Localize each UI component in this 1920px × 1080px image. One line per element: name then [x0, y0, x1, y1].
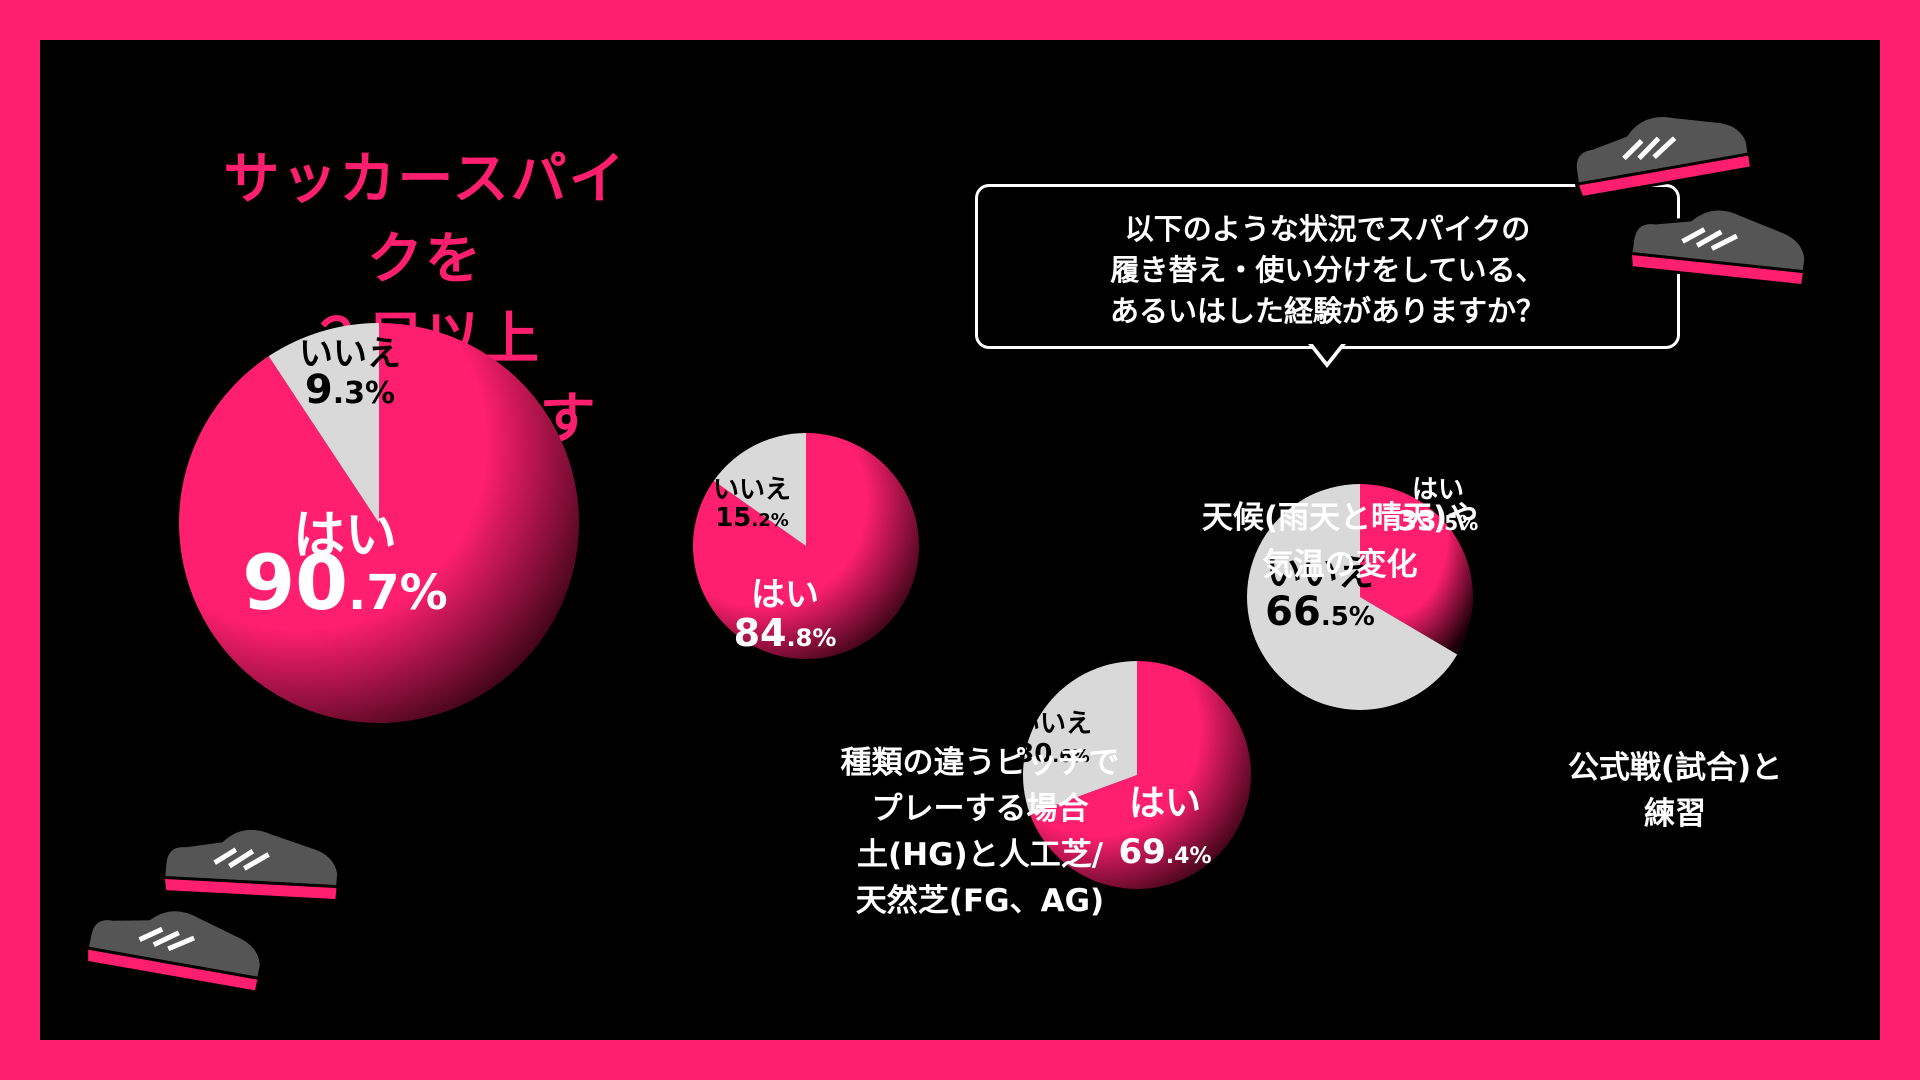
pie-slice-yes-category-label: はい — [1129, 783, 1201, 824]
pie-slice-yes-value-label: 90.7% — [242, 538, 448, 627]
pie-slice-yes-value-label: 33.5% — [1398, 504, 1479, 537]
pie-slice-yes — [1360, 484, 1473, 655]
official-caption: 公式戦(試合)と 練習 — [1567, 750, 1783, 832]
pie-slice-no-category-label: いいえ — [1014, 709, 1092, 739]
pie-slice-no-category-label: いいえ — [713, 475, 791, 505]
infographic-canvas: サッカースパイクを ２足以上 持っていますか？ 以下のような状況でスパイクの 履… — [40, 40, 1880, 1040]
sub-question-line: 履き替え・使い分けをしている、 — [1110, 253, 1545, 287]
pie-slice-yes-value-label: 69.4% — [1118, 832, 1211, 872]
pie-slice-yes-value-label: 84.8% — [734, 611, 837, 655]
pie-slice-no-value-label: 30.6% — [1016, 739, 1090, 769]
pie-charts: はい90.7%いいえ9.3%はい84.8%いいえ15.2%はい69.4%いいえ3… — [179, 323, 1479, 889]
weather-caption: 天候(雨天と晴天)や 気温の変化 — [1201, 500, 1479, 583]
pie-slice-yes-label: はい 69.4% — [1118, 783, 1211, 872]
pie-slice-no — [713, 433, 806, 546]
pie-slice-yes — [1029, 661, 1251, 889]
pie-slice-no-value-label: 9.3% — [305, 367, 395, 413]
sub-question-line: あるいはした経験がありますか？ — [1109, 294, 1545, 328]
pie-slice-no — [268, 323, 379, 523]
pie-slice-no-category-label: いいえ — [299, 334, 401, 374]
pie-slice-no-category-label: いいえ — [1266, 553, 1374, 594]
pitch-caption: 種類の違うピッチで プレーする場合 土(HG)と人工芝/ 天然芝(FG、AG) — [840, 745, 1120, 919]
pie-slice-no — [1023, 661, 1137, 815]
pie-slice-yes — [692, 433, 919, 660]
pie-slice-no-value-label: 15.2% — [715, 503, 789, 533]
soccer-cleat-icon — [83, 825, 342, 994]
pie-slice-yes-category-label: はい — [751, 575, 819, 615]
sub-question-line: 以下のような状況でスパイクの — [1124, 212, 1531, 246]
speech-bubble-tail-inner — [1312, 343, 1342, 362]
pie-slice-yes-category-label: はい — [293, 506, 397, 566]
pie-slice-yes-category-label: はい — [1412, 475, 1464, 505]
soccer-cleat-icon — [1572, 113, 1809, 288]
main-question-line: サッカースパイクを — [223, 147, 627, 292]
pie-slice-no-value-label: 66.5% — [1265, 589, 1375, 635]
sub-question-bubble: 以下のような状況でスパイクの 履き替え・使い分けをしている、 あるいはした経験が… — [975, 184, 1680, 349]
pie-slice-no — [1246, 484, 1458, 710]
